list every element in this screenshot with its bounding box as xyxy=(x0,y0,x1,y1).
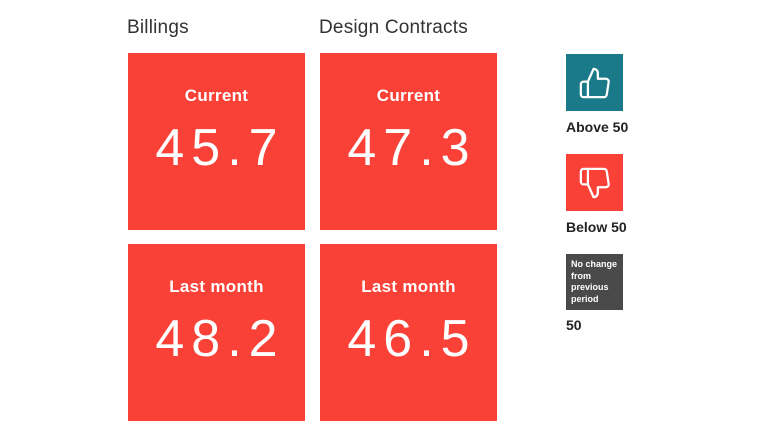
legend-label-50: 50 xyxy=(566,317,582,333)
tile-billings-current: Current 45.7 xyxy=(128,53,305,230)
tile-design-contracts-current: Current 47.3 xyxy=(320,53,497,230)
legend: Above 50 Below 50 No change from previou… xyxy=(566,54,629,333)
legend-box-above-50 xyxy=(566,54,623,111)
legend-label-below-50: Below 50 xyxy=(566,219,627,235)
tile-period-label: Current xyxy=(184,86,249,105)
tile-value: 48.2 xyxy=(155,310,285,368)
legend-box-below-50 xyxy=(566,154,623,211)
column-header-design-contracts: Design Contracts xyxy=(319,17,468,38)
thumbs-up-icon xyxy=(578,66,612,100)
tile-period-label: Last month xyxy=(169,277,264,296)
tile-value: 46.5 xyxy=(347,310,477,368)
tile-period-label: Last month xyxy=(361,277,456,296)
thumbs-down-icon xyxy=(578,166,612,200)
tile-design-contracts-last-month: Last month 46.5 xyxy=(320,244,497,421)
legend-label-above-50: Above 50 xyxy=(566,119,629,135)
legend-box-no-change: No change from previous period xyxy=(566,254,623,310)
tile-value: 47.3 xyxy=(347,119,477,177)
legend-no-change-text: No change from previous period xyxy=(571,259,618,305)
tile-billings-last-month: Last month 48.2 xyxy=(128,244,305,421)
tile-period-label: Current xyxy=(376,86,441,105)
tile-value: 45.7 xyxy=(155,119,285,177)
column-header-billings: Billings xyxy=(127,17,189,38)
